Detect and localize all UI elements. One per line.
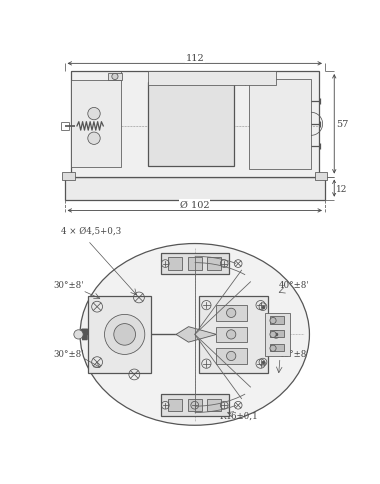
Bar: [216, 305, 247, 321]
Text: 12: 12: [336, 184, 347, 193]
Bar: [161, 394, 229, 416]
Bar: [188, 258, 202, 270]
Bar: [62, 173, 74, 180]
Bar: [161, 253, 229, 275]
Bar: [270, 330, 284, 338]
Bar: [270, 316, 284, 324]
Circle shape: [270, 332, 276, 338]
Text: Ø 102: Ø 102: [180, 200, 209, 210]
Text: 40°±8': 40°±8': [279, 349, 309, 358]
Bar: [71, 72, 319, 177]
Bar: [199, 296, 268, 373]
Bar: [207, 399, 221, 411]
Bar: [71, 81, 121, 168]
Text: 30°±8': 30°±8': [54, 349, 84, 358]
Bar: [315, 173, 327, 180]
Text: 4 × Ø4,5+0,3: 4 × Ø4,5+0,3: [62, 227, 122, 235]
Text: 30°±8': 30°±8': [54, 280, 84, 289]
Bar: [249, 79, 311, 169]
Circle shape: [112, 74, 118, 80]
Circle shape: [74, 330, 83, 339]
Bar: [148, 72, 276, 86]
Polygon shape: [176, 327, 217, 342]
Circle shape: [88, 108, 100, 121]
Bar: [88, 296, 151, 373]
Text: 112: 112: [185, 54, 204, 63]
Text: R46±0,1: R46±0,1: [220, 411, 258, 420]
Bar: [148, 83, 233, 166]
Bar: [65, 177, 325, 200]
Circle shape: [226, 309, 236, 318]
Circle shape: [226, 330, 236, 339]
Circle shape: [114, 324, 136, 346]
Bar: [108, 74, 122, 81]
Bar: [207, 258, 221, 270]
Text: 57: 57: [336, 120, 348, 129]
Circle shape: [270, 318, 276, 324]
Circle shape: [105, 315, 145, 355]
Bar: [216, 348, 247, 364]
Bar: [216, 327, 247, 342]
Circle shape: [226, 351, 236, 361]
Bar: [168, 258, 182, 270]
Bar: [270, 344, 284, 351]
Circle shape: [88, 133, 100, 145]
Ellipse shape: [80, 244, 309, 425]
Circle shape: [270, 346, 276, 351]
Bar: [265, 313, 290, 356]
Text: 40°±8': 40°±8': [279, 280, 309, 289]
Bar: [188, 399, 202, 411]
Bar: [168, 399, 182, 411]
